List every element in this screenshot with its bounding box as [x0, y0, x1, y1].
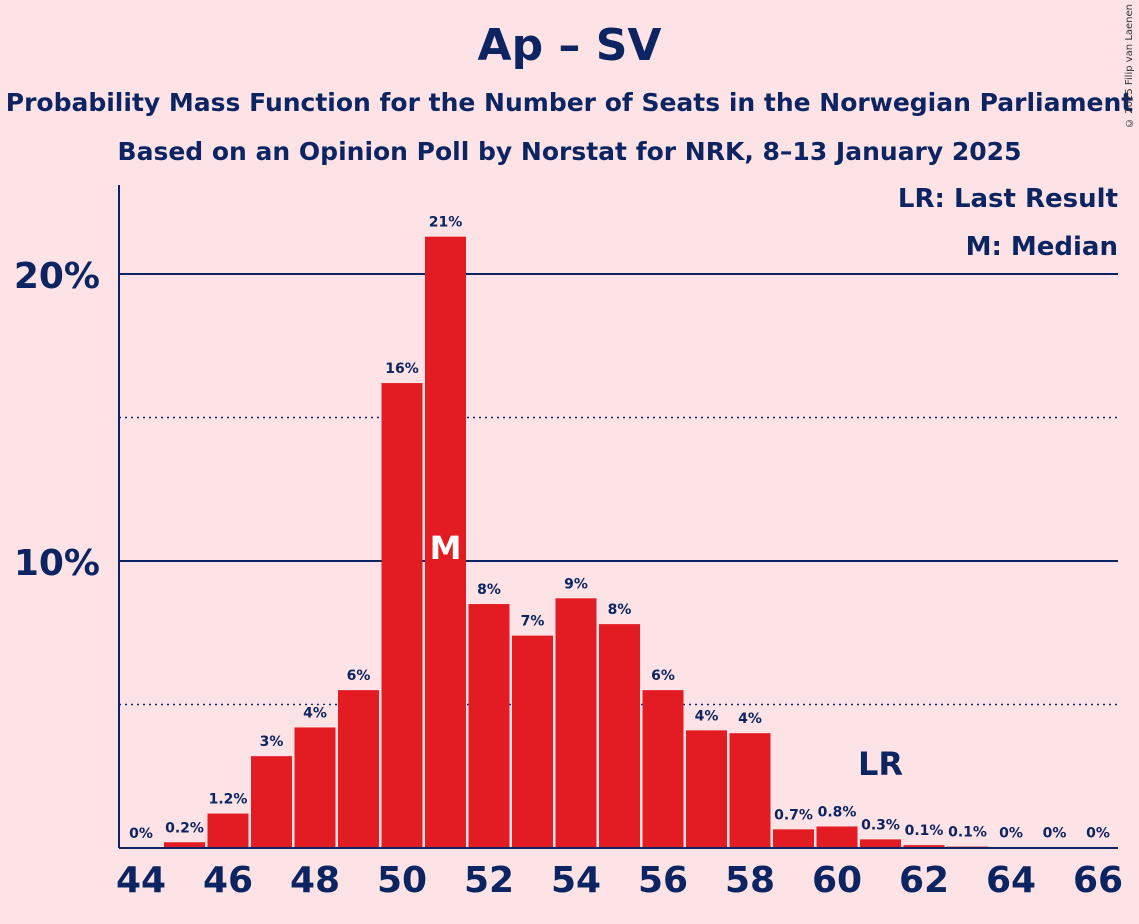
data-label: 0.2%	[165, 820, 204, 836]
median-marker: M	[430, 529, 462, 567]
x-tick-label: 48	[290, 860, 340, 901]
bar-seat-53	[512, 635, 553, 848]
data-label: 9%	[564, 576, 588, 592]
data-label: 0.7%	[774, 807, 813, 823]
chart-subtitle-2: Based on an Opinion Poll by Norstat for …	[117, 137, 1022, 166]
x-tick-label: 64	[986, 860, 1036, 901]
x-tick-label: 56	[638, 860, 688, 901]
data-label: 6%	[651, 668, 675, 684]
data-label: 3%	[260, 734, 284, 750]
x-tick-label: 54	[551, 860, 601, 901]
bar-seat-57	[686, 730, 727, 848]
chart-subtitle-1: Probability Mass Function for the Number…	[5, 88, 1134, 117]
x-tick-label: 50	[377, 860, 427, 901]
x-tick-label: 60	[812, 860, 862, 901]
bar-seat-51	[425, 236, 466, 848]
y-tick-label: 20%	[14, 256, 100, 297]
data-label: 21%	[429, 215, 463, 231]
bar-seat-45	[164, 842, 205, 848]
x-tick-label: 52	[464, 860, 514, 901]
legend-last-result: LR: Last Result	[897, 184, 1118, 214]
data-label: 16%	[385, 361, 419, 377]
data-label: 8%	[477, 582, 501, 598]
bar-seat-50	[381, 383, 423, 848]
bar-seat-61	[860, 839, 901, 848]
x-tick-label: 46	[203, 860, 253, 901]
bar-seat-60	[816, 826, 858, 848]
data-label: 0%	[1086, 826, 1110, 842]
bar-seat-55	[599, 624, 640, 848]
x-tick-label: 44	[116, 860, 166, 901]
data-label: 4%	[695, 708, 719, 724]
data-label: 0.1%	[948, 825, 987, 841]
data-label: 0.3%	[861, 817, 900, 833]
bar-seat-47	[251, 756, 292, 848]
bar-seat-62	[903, 845, 945, 848]
last-result-marker: LR	[858, 745, 903, 783]
y-tick-label: 10%	[14, 543, 100, 584]
bar-seat-58	[729, 733, 771, 848]
bar-seat-46	[207, 813, 249, 848]
x-tick-label: 66	[1073, 860, 1123, 901]
data-label: 0.1%	[905, 823, 944, 839]
bar-seat-54	[555, 598, 597, 848]
data-label: 7%	[521, 614, 545, 630]
data-label: 4%	[738, 711, 762, 727]
bar-seat-48	[294, 727, 336, 848]
data-label: 4%	[303, 705, 327, 721]
data-label: 6%	[347, 668, 371, 684]
x-tick-label: 62	[899, 860, 949, 901]
bar-seat-56	[642, 690, 684, 848]
legend-median: M: Median	[965, 232, 1118, 262]
bar-seat-52	[468, 604, 510, 848]
data-label: 0%	[1043, 826, 1067, 842]
bar-seat-49	[338, 690, 379, 848]
data-label: 8%	[608, 602, 632, 618]
data-label: 0%	[999, 825, 1023, 841]
x-tick-label: 58	[725, 860, 775, 901]
data-label: 0.8%	[818, 804, 857, 820]
data-label: 0%	[129, 826, 153, 842]
chart-title: Ap – SV	[477, 20, 662, 71]
data-label: 1.2%	[209, 792, 248, 808]
bar-seat-59	[773, 829, 814, 848]
